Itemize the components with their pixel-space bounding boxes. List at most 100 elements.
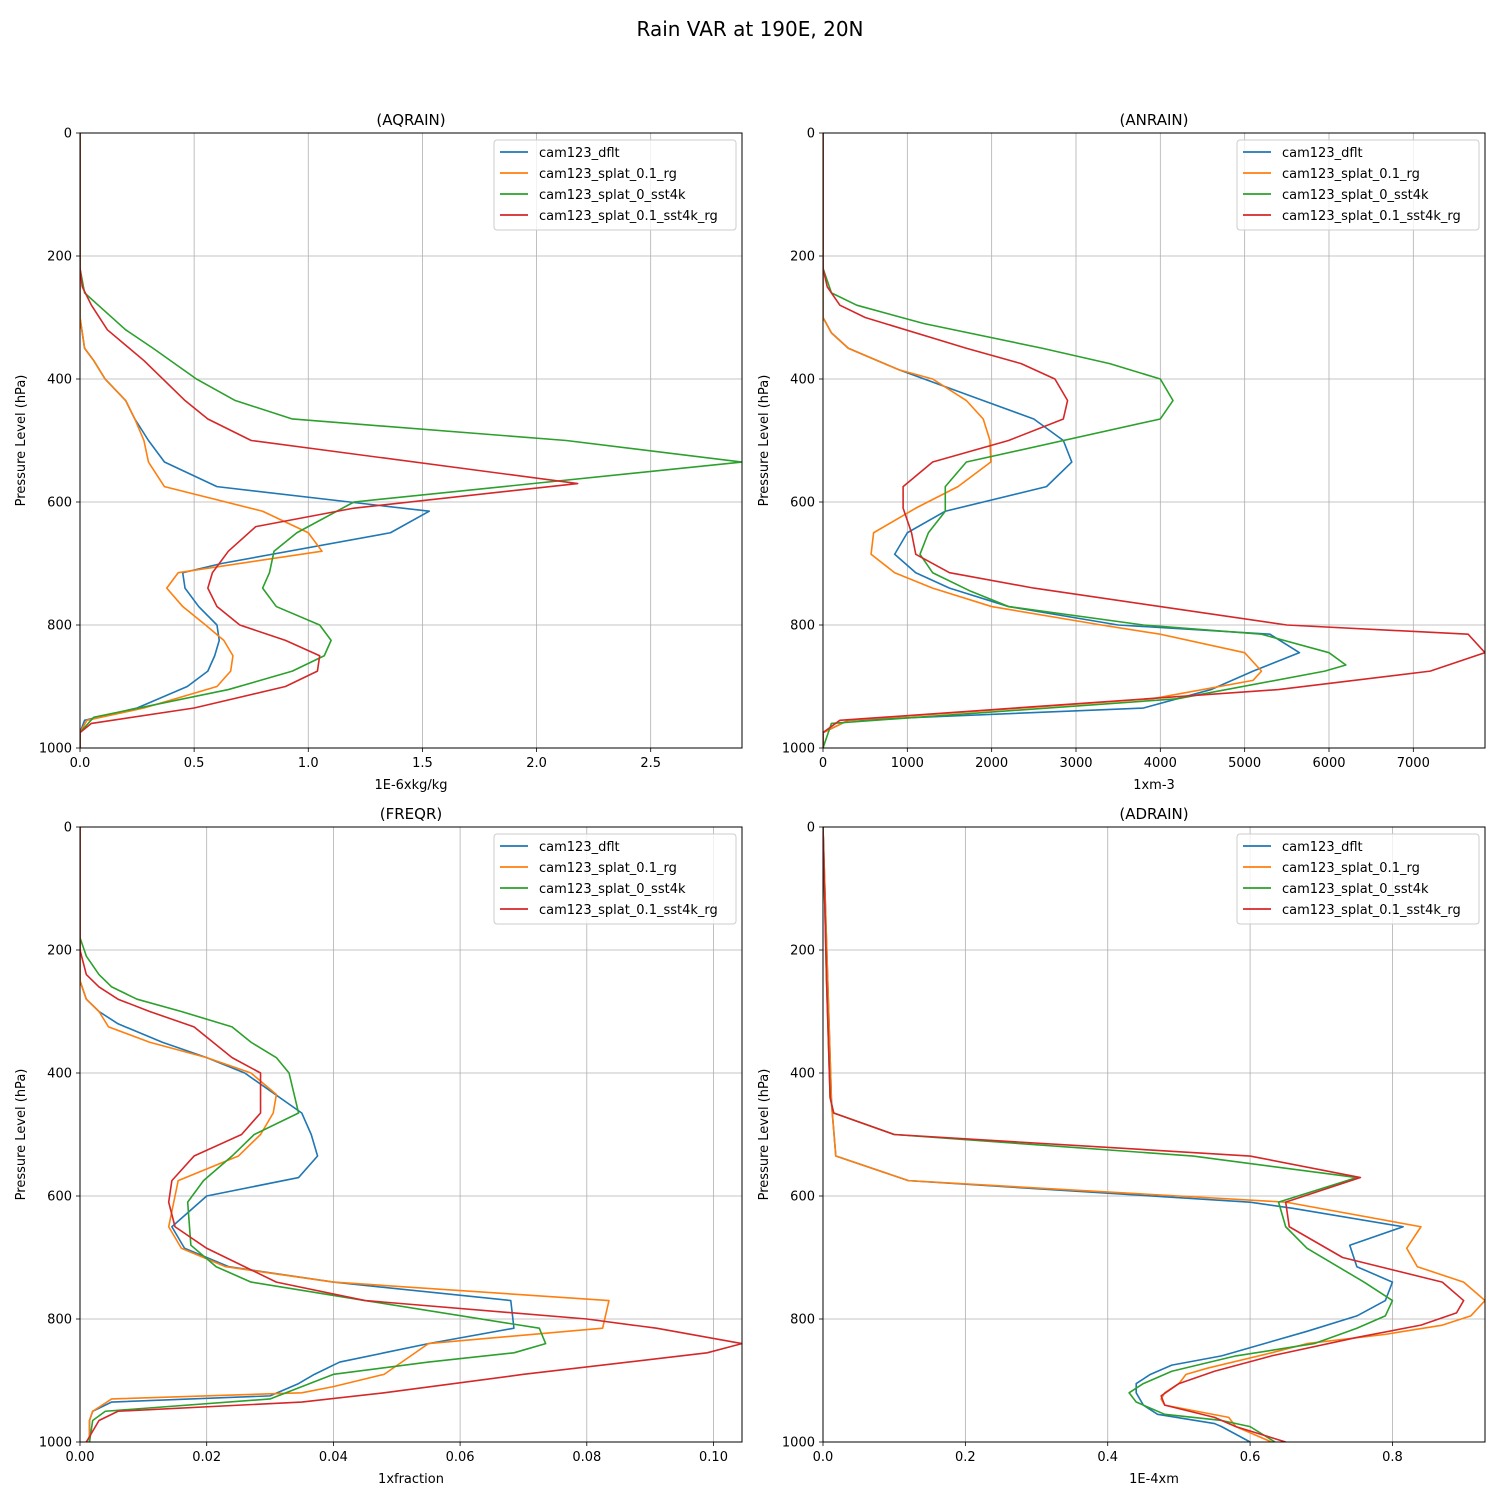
y-tick-label: 0 (807, 127, 815, 142)
legend-entry-label: cam123_splat_0.1_rg (539, 167, 677, 182)
series-line-cam123_splat_0_sst4k (80, 133, 742, 748)
series-group (823, 133, 1485, 748)
series-line-cam123_splat_0.1_rg (80, 133, 323, 748)
chart-title: (FREQR) (380, 805, 442, 823)
series-line-cam123_splat_0.1_rg (80, 827, 610, 1442)
y-tick-label: 200 (47, 250, 72, 265)
legend-box (493, 139, 737, 231)
series-group (80, 133, 742, 748)
x-tick-label: 0.5 (184, 756, 205, 771)
legend-entry-label: cam123_splat_0.1_sst4k_rg (1282, 209, 1461, 224)
series-line-cam123_splat_0.1_rg (823, 133, 1263, 748)
chart-title: (ADRAIN) (1119, 805, 1188, 823)
y-tick-label: 200 (790, 944, 815, 959)
chart-panel-2: 0 1000 2000 3000 4000 5000 6000 7000 0 200 400 600 8… (757, 111, 1486, 793)
y-tick-label: 400 (47, 1067, 72, 1082)
plot-frame (822, 132, 1486, 749)
y-tick-label: 1000 (782, 742, 815, 757)
legend-box (1236, 139, 1480, 231)
y-axis-label: Pressure Level (hPa) (14, 1069, 29, 1201)
y-tick-label: 400 (47, 373, 72, 388)
series-line-cam123_splat_0.1_sst4k_rg (823, 827, 1465, 1442)
x-tick-label: 0.0 (70, 756, 91, 771)
y-tick-label: 600 (47, 1190, 72, 1205)
legend: cam123_dflt cam123_splat_0.1_rg cam123_spl… (493, 833, 737, 925)
x-axis-label: 1xm-3 (1133, 778, 1175, 793)
x-tick-label: 0.04 (319, 1450, 348, 1465)
legend-entry-label: cam123_splat_0.1_rg (539, 861, 677, 876)
series-line-cam123_splat_0.1_sst4k_rg (823, 133, 1485, 748)
chart-panel-4: 0.0 0.2 0.4 0.6 0.8 0 200 400 600 800 1000 (ADRAIN)… (757, 805, 1486, 1487)
series-line-cam123_splat_0.1_rg (823, 827, 1485, 1442)
subplot-grid: 0.0 0.5 1.0 1.5 2.0 2.5 0 200 400 600 800 1000 (AQRA… (14, 111, 1486, 1487)
x-tick-label: 0.10 (699, 1450, 728, 1465)
chart-title: (ANRAIN) (1120, 111, 1189, 129)
y-tick-label: 800 (790, 619, 815, 634)
chart-panel-1: 0.0 0.5 1.0 1.5 2.0 2.5 0 200 400 600 800 1000 (AQRA… (14, 111, 743, 793)
y-axis-label: Pressure Level (hPa) (14, 375, 29, 507)
legend: cam123_dflt cam123_splat_0.1_rg cam123_spl… (1236, 833, 1480, 925)
x-tick-label: 0.08 (572, 1450, 601, 1465)
y-tick-label: 200 (790, 250, 815, 265)
x-tick-label: 0.6 (1240, 1450, 1261, 1465)
y-tick-label: 1000 (782, 1436, 815, 1451)
x-tick-label: 0.0 (813, 1450, 834, 1465)
legend-entry-label: cam123_dflt (539, 146, 620, 161)
x-tick-label: 2.5 (640, 756, 661, 771)
legend-entry-label: cam123_splat_0.1_sst4k_rg (1282, 903, 1461, 918)
y-tick-label: 600 (790, 1190, 815, 1205)
x-tick-label: 0.4 (1097, 1450, 1118, 1465)
x-tick-label: 2.0 (526, 756, 547, 771)
legend-entry-label: cam123_dflt (1282, 840, 1363, 855)
legend-box (493, 833, 737, 925)
series-line-cam123_splat_0.1_sst4k_rg (80, 133, 579, 748)
x-tick-label: 3000 (1059, 756, 1092, 771)
y-axis-label: Pressure Level (hPa) (757, 375, 772, 507)
y-tick-label: 400 (790, 373, 815, 388)
x-axis-label: 1xfraction (378, 1472, 444, 1487)
x-tick-label: 0.00 (66, 1450, 95, 1465)
series-line-cam123_splat_0.1_sst4k_rg (80, 827, 742, 1442)
y-tick-label: 800 (47, 619, 72, 634)
x-tick-label: 4000 (1144, 756, 1177, 771)
series-group (823, 827, 1485, 1442)
plot-frame (79, 826, 743, 1443)
plot-frame (79, 132, 743, 749)
legend-entry-label: cam123_splat_0_sst4k (1282, 882, 1429, 897)
x-tick-label: 7000 (1397, 756, 1430, 771)
y-tick-label: 0 (807, 821, 815, 836)
legend-entry-label: cam123_splat_0.1_rg (1282, 167, 1420, 182)
y-tick-label: 1000 (39, 742, 72, 757)
legend-entry-label: cam123_splat_0_sst4k (1282, 188, 1429, 203)
plot-frame (822, 826, 1486, 1443)
x-tick-label: 0.2 (955, 1450, 976, 1465)
legend-entry-label: cam123_splat_0_sst4k (539, 188, 686, 203)
legend: cam123_dflt cam123_splat_0.1_rg cam123_spl… (493, 139, 737, 231)
chart-title: (AQRAIN) (376, 111, 445, 129)
y-tick-label: 400 (790, 1067, 815, 1082)
y-tick-label: 0 (64, 821, 72, 836)
y-tick-label: 200 (47, 944, 72, 959)
x-tick-label: 5000 (1228, 756, 1261, 771)
legend: cam123_dflt cam123_splat_0.1_rg cam123_spl… (1236, 139, 1480, 231)
legend-entry-label: cam123_splat_0.1_sst4k_rg (539, 209, 718, 224)
y-tick-label: 600 (47, 496, 72, 511)
y-tick-label: 800 (790, 1313, 815, 1328)
legend-entry-label: cam123_splat_0.1_sst4k_rg (539, 903, 718, 918)
figure-title: Rain VAR at 190E, 20N (636, 17, 863, 41)
y-tick-label: 1000 (39, 1436, 72, 1451)
y-tick-label: 600 (790, 496, 815, 511)
y-tick-label: 0 (64, 127, 72, 142)
x-tick-label: 1.0 (298, 756, 319, 771)
legend-entry-label: cam123_splat_0_sst4k (539, 882, 686, 897)
legend-entry-label: cam123_dflt (1282, 146, 1363, 161)
y-tick-label: 800 (47, 1313, 72, 1328)
legend-entry-label: cam123_splat_0.1_rg (1282, 861, 1420, 876)
x-tick-label: 1.5 (412, 756, 433, 771)
series-group (80, 827, 742, 1442)
x-tick-label: 0.06 (446, 1450, 475, 1465)
x-tick-label: 0.8 (1382, 1450, 1403, 1465)
series-line-cam123_dflt (80, 827, 515, 1442)
x-tick-label: 1000 (891, 756, 924, 771)
